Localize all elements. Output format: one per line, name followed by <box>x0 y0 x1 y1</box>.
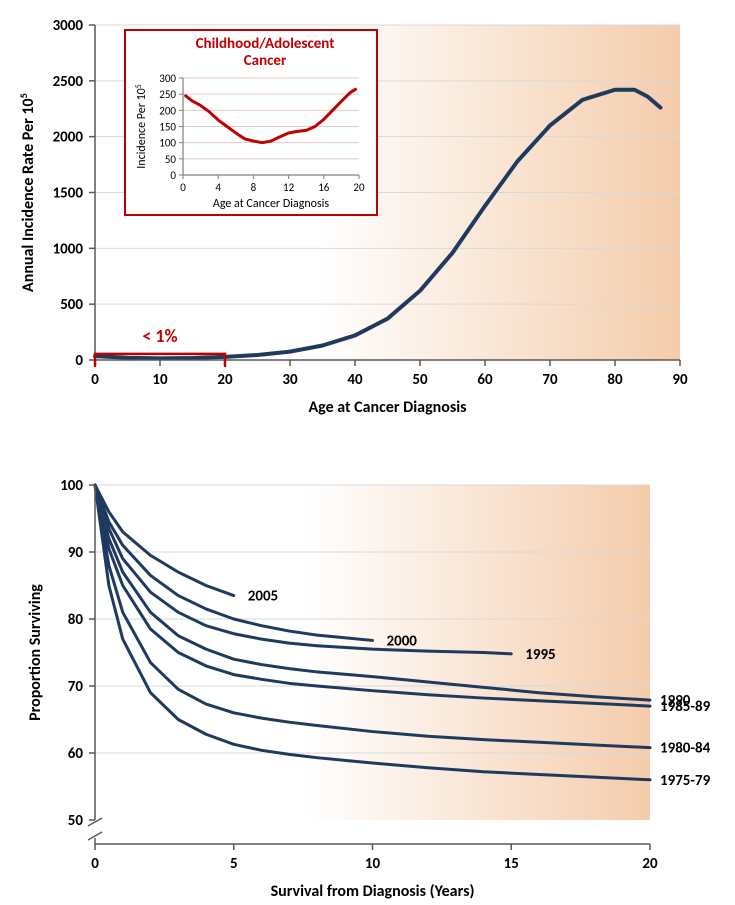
x-tick-label: 0 <box>91 371 99 389</box>
series-label: 2000 <box>387 632 418 650</box>
y-tick-label: 100 <box>60 477 83 495</box>
series-label: 1985-89 <box>660 698 711 716</box>
inset-x-tick: 20 <box>353 181 365 194</box>
x-tick-label: 50 <box>412 371 428 389</box>
x-tick-label: 30 <box>282 371 298 389</box>
inset-title: Cancer <box>244 52 287 70</box>
inset-y-label: Incidence Per 105 <box>135 84 150 168</box>
x-tick-label: 70 <box>542 371 558 389</box>
inset-x-tick: 4 <box>215 181 221 194</box>
y-tick-label: 0 <box>75 352 83 370</box>
inset-x-label: Age at Cancer Diagnosis <box>213 197 330 211</box>
y-axis-label: Annual Incidence Rate Per 105 <box>17 93 39 292</box>
y-tick-label: 2500 <box>53 73 84 91</box>
y-tick-label: 1500 <box>53 185 84 203</box>
inset-y-tick: 0 <box>170 169 176 182</box>
inset-title: Childhood/Adolescent <box>196 35 335 53</box>
x-tick-label: 5 <box>230 855 238 873</box>
y-tick-label: 50 <box>68 812 84 830</box>
y-axis-label: Proportion Surviving <box>26 584 45 721</box>
inset-x-tick: 0 <box>180 181 186 194</box>
y-tick-label: 500 <box>60 296 83 314</box>
inset-y-tick: 50 <box>165 153 177 166</box>
y-tick-label: 80 <box>68 611 84 629</box>
x-axis-label: Survival from Diagnosis (Years) <box>271 882 475 900</box>
y-tick-label: 60 <box>68 745 84 763</box>
y-tick-label: 70 <box>68 678 84 696</box>
y-tick-label: 2000 <box>53 129 84 147</box>
x-tick-label: 20 <box>642 855 658 873</box>
inset-y-tick: 100 <box>159 137 176 150</box>
x-tick-label: 0 <box>91 855 99 873</box>
x-tick-label: 20 <box>217 371 233 389</box>
y-tick-label: 1000 <box>53 240 84 258</box>
series-label: 1995 <box>525 646 555 664</box>
figure-canvas: 0102030405060708090050010001500200025003… <box>0 0 735 900</box>
x-tick-label: 60 <box>477 371 493 389</box>
y-tick-label: 3000 <box>53 17 84 35</box>
inset-x-tick: 8 <box>251 181 257 194</box>
x-tick-label: 40 <box>347 371 363 389</box>
x-axis-label: Age at Cancer Diagnosis <box>308 398 466 417</box>
x-tick-label: 15 <box>504 855 519 873</box>
inset-y-tick: 200 <box>159 104 176 117</box>
x-tick-label: 10 <box>152 371 168 389</box>
inset-y-tick: 250 <box>159 88 176 101</box>
y-tick-label: 90 <box>68 544 84 562</box>
inset-x-tick: 16 <box>318 181 330 194</box>
figure-svg: 0102030405060708090050010001500200025003… <box>0 0 735 900</box>
inset-x-tick: 12 <box>283 181 295 194</box>
x-tick-label: 10 <box>365 855 381 873</box>
under-1pct-label: < 1% <box>142 325 177 347</box>
x-tick-label: 90 <box>672 371 688 389</box>
series-label: 1975-79 <box>660 772 711 790</box>
x-tick-label: 80 <box>607 371 623 389</box>
series-label: 1980-84 <box>660 740 711 758</box>
series-label: 2005 <box>248 588 278 606</box>
inset-y-tick: 300 <box>159 72 176 85</box>
inset-y-tick: 150 <box>159 121 176 134</box>
